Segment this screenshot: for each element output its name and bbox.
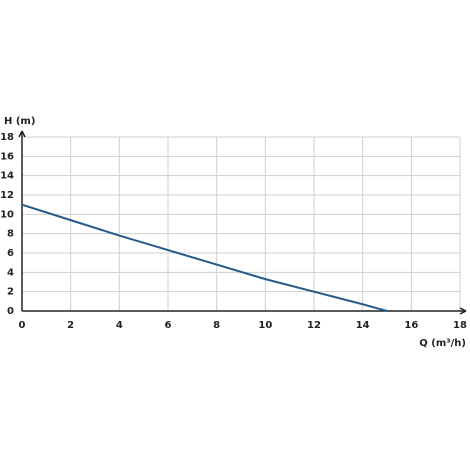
y-tick-label: 0: [7, 306, 14, 317]
y-axis-arrow: [18, 130, 26, 138]
x-axis-label: Q (m³/h): [419, 338, 466, 349]
y-tick-label: 6: [7, 248, 14, 259]
x-tick-label: 0: [19, 320, 26, 331]
x-tick-label: 8: [213, 320, 220, 331]
y-tick-label: 18: [0, 132, 14, 143]
y-tick-label: 4: [7, 267, 14, 278]
x-tick-label: 12: [307, 320, 321, 331]
line-series: [21, 203, 388, 312]
y-tick-label: 12: [0, 190, 14, 201]
x-tick-label: 16: [404, 320, 418, 331]
y-tick-label: 10: [0, 209, 14, 220]
y-axis-label: H (m): [4, 116, 35, 127]
x-axis-arrow: [459, 307, 467, 315]
y-tick-label: 14: [0, 171, 14, 182]
y-tick-label: 16: [0, 151, 14, 162]
x-tick-label: 2: [67, 320, 74, 331]
x-tick-label: 6: [165, 320, 172, 331]
x-tick-label: 4: [116, 320, 123, 331]
y-tick-label: 2: [7, 287, 14, 298]
x-tick-label: 14: [356, 320, 370, 331]
x-tick-label: 18: [453, 320, 467, 331]
y-tick-label: 8: [7, 229, 14, 240]
x-tick-label: 10: [258, 320, 272, 331]
